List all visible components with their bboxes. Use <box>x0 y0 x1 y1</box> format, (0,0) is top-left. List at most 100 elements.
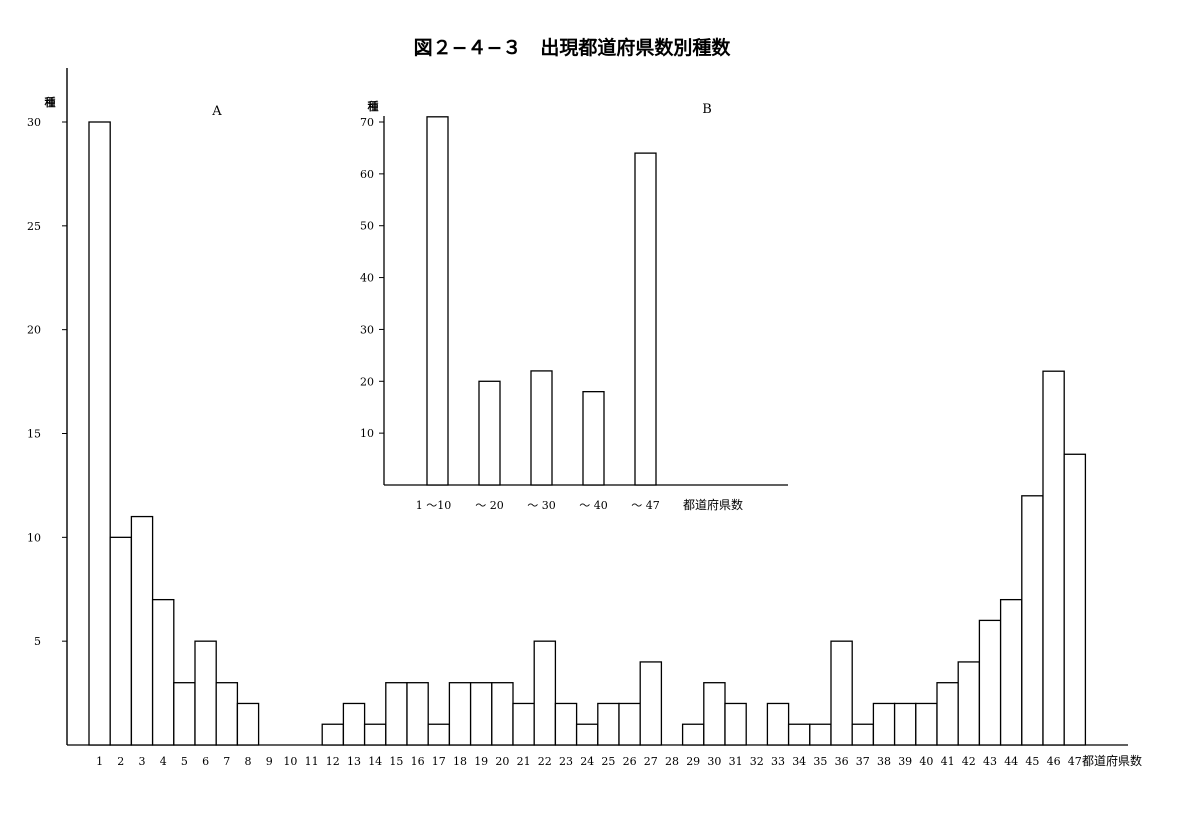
panel-a-x-tick-label: 43 <box>983 755 997 768</box>
panel-a-y-tick-label: 20 <box>27 324 41 337</box>
panel-b-x-tick-label: 〜 47 <box>631 499 660 512</box>
panel-b-bar <box>478 380 501 486</box>
panel-a-x-tick-label: 35 <box>813 755 827 768</box>
panel-a-x-tick-label: 4 <box>160 755 167 768</box>
panel-b-x-tick-label: 1 〜10 <box>416 499 452 512</box>
panel-a-y-tick-label: 30 <box>27 116 41 129</box>
panel-a-x-tick-label: 9 <box>266 755 273 768</box>
panel-a-bar <box>130 515 154 746</box>
panel-a-bar <box>512 702 535 746</box>
panel-a-bar <box>554 702 578 746</box>
panel-a-x-tick-label: 16 <box>411 755 425 768</box>
panel-a-x-tick-label: 1 <box>96 755 103 768</box>
panel-a-x-tick-label: 23 <box>559 755 573 768</box>
panel-a-x-tick-label: 19 <box>474 755 488 768</box>
panel-b-y-tick-label: 10 <box>360 427 374 440</box>
panel-a-bar <box>787 723 811 746</box>
panel-a-bar <box>851 723 875 746</box>
panel-a-bar <box>151 598 175 746</box>
panel-a-bar <box>618 702 641 746</box>
panel-b-bar <box>530 370 553 486</box>
panel-b-y-tick-label: 50 <box>360 220 374 233</box>
panel-a-x-tick-label: 7 <box>223 755 230 768</box>
panel-a-x-tick-label: 32 <box>750 755 764 768</box>
panel-a-x-tick-label: 6 <box>202 755 209 768</box>
panel-b-y-tick-label: 70 <box>360 116 374 129</box>
panel-a-x-tick-label: 2 <box>117 755 124 768</box>
panel-a-bar <box>809 723 832 746</box>
panel-a-x-tick-label: 36 <box>835 755 849 768</box>
panel-a-y-tick-label: 25 <box>27 220 41 233</box>
panel-a-x-tick-label: 17 <box>432 755 446 768</box>
panel-a-bar <box>597 702 620 746</box>
panel-a-bar <box>194 640 217 746</box>
panel-a-x-tick-label: 31 <box>729 755 743 768</box>
panel-a-bar <box>1021 495 1044 746</box>
panel-b-y-tick-label: 60 <box>360 168 374 181</box>
panel-a-x-tick-label: 47 <box>1068 755 1082 768</box>
panel-a-x-tick-label: 8 <box>245 755 252 768</box>
panel-a-x-tick-label: 37 <box>856 755 870 768</box>
panel-a-bars <box>88 121 1087 746</box>
panel-a-x-tick-label: 45 <box>1025 755 1039 768</box>
panel-b-y-tick-label: 30 <box>360 323 374 336</box>
panel-a-bar <box>491 682 514 746</box>
panel-b-label: B <box>702 102 712 117</box>
panel-a-x-tick-label: 33 <box>771 755 785 768</box>
panel-a-bar <box>173 682 196 746</box>
panel-a-x-tick-label: 40 <box>919 755 933 768</box>
panel-a-label: A <box>211 104 222 119</box>
panel-a-x-tick-label: 28 <box>665 755 679 768</box>
panel-a-x-tick-label: 14 <box>368 755 382 768</box>
panel-a-x-tick-label: 46 <box>1047 755 1061 768</box>
panel-a-x-tick-label: 10 <box>283 755 297 768</box>
panel-b-bars <box>426 116 657 486</box>
panel-b-bar <box>426 116 449 486</box>
panel-a-x-tick-label: 21 <box>517 755 531 768</box>
panel-a-x-tick-label: 27 <box>644 755 658 768</box>
panel-a-bar <box>639 661 663 746</box>
panel-b-bar <box>634 152 657 486</box>
panel-a-bar <box>88 121 111 746</box>
panel-a-bar <box>321 723 345 746</box>
panel-a-x-tick-label: 5 <box>181 755 188 768</box>
panel-a-x-tick-label: 18 <box>453 755 467 768</box>
chart-title: 図２−４−３ 出現都道府県数別種数 <box>414 36 732 59</box>
panel-a-bar <box>957 661 981 746</box>
panel-a-x-axis-label: 都道府県数 <box>1082 753 1142 768</box>
panel-a-bar <box>978 619 1002 746</box>
panel-a-bar <box>533 640 557 746</box>
panel-a-x-tick-label: 41 <box>941 755 955 768</box>
panel-a-y-axis-label: 種 <box>45 95 56 109</box>
panel-a-bar <box>999 598 1023 746</box>
panel-a-x-tick-label: 39 <box>898 755 912 768</box>
panel-a-x-tick-label: 34 <box>792 755 806 768</box>
panel-a-x-ticks: 1 2 3 4 5 6 7 8 9 10 11 12 13 14 15 16 17 18 19 20 21 22 23 24 2… <box>96 755 1082 768</box>
panel-a-x-tick-label: 26 <box>623 755 637 768</box>
panel-a-x-tick-label: 30 <box>707 755 721 768</box>
panel-a-bar <box>830 640 853 746</box>
panel-a-bar <box>427 723 451 746</box>
panel-b-x-ticks: 1 〜10 〜 20 〜 30 〜 40 〜 47 <box>416 499 660 512</box>
panel-a-bar <box>385 682 408 746</box>
panel-a-x-tick-label: 42 <box>962 755 976 768</box>
panel-a-bar <box>724 702 747 746</box>
panel-a-bar <box>681 723 705 746</box>
panel-a-bar <box>766 702 790 746</box>
panel-a-bar <box>915 702 938 746</box>
panel-b-y-tick-label: 20 <box>360 375 374 388</box>
panel-b-x-tick-label: 〜 30 <box>527 499 556 512</box>
panel-a-x-tick-label: 13 <box>347 755 361 768</box>
panel-a-bar <box>448 682 472 746</box>
panel-a-x-tick-label: 24 <box>580 755 594 768</box>
panel-a-x-tick-label: 20 <box>495 755 509 768</box>
panel-b-x-tick-label: 〜 20 <box>475 499 504 512</box>
panel-b-x-axis-label: 都道府県数 <box>683 497 743 512</box>
panel-a-x-tick-label: 22 <box>538 755 552 768</box>
panel-a-y-tick-label: 15 <box>27 428 41 441</box>
panel-b-y-tick-label: 40 <box>360 272 374 285</box>
panel-b-y-axis-label: 種 <box>368 99 379 113</box>
